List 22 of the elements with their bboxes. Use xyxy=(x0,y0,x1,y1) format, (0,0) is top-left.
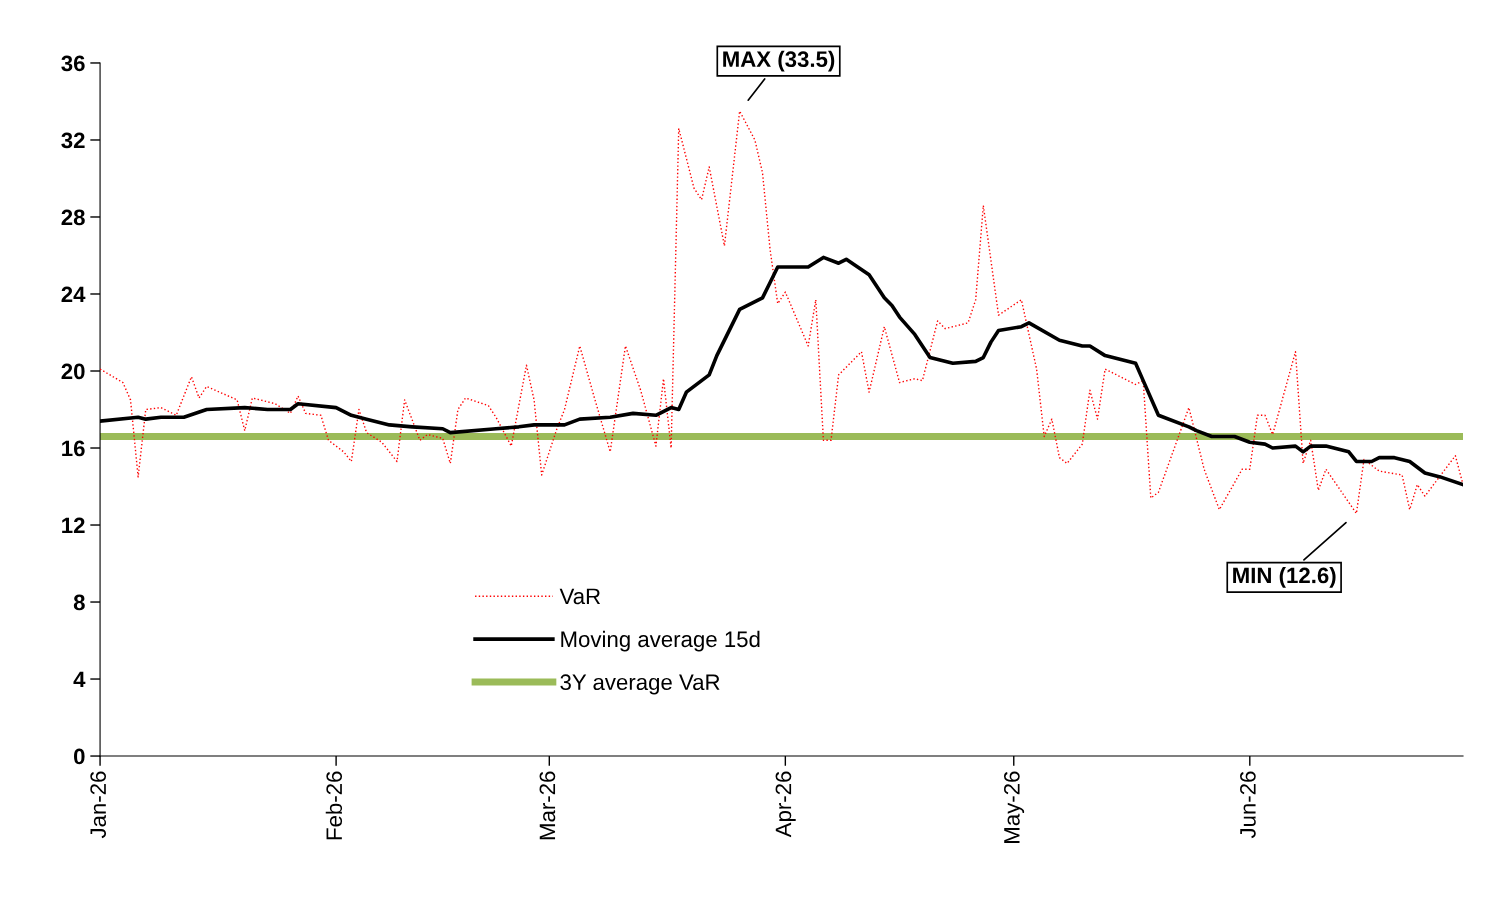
annotation: MIN (12.6) xyxy=(1233,567,1336,588)
annotation: MAX (33.5) xyxy=(723,50,835,72)
x-tick-label: May-26 xyxy=(1003,771,1025,843)
line-series xyxy=(100,110,1463,515)
x-tick-label: Jun-26 xyxy=(1240,771,1256,839)
legend-label: VaR xyxy=(559,588,601,605)
legend-label: 3Y average VaR xyxy=(560,674,720,695)
x-tick-label: Apr-26 xyxy=(775,771,796,838)
y-tick-label: 8 xyxy=(73,594,85,611)
x-tick-label: Mar-26 xyxy=(539,771,556,840)
y-tick-label: 12 xyxy=(62,517,85,534)
x-tick-label: Feb-26 xyxy=(325,771,343,840)
y-tick-label: 32 xyxy=(61,132,85,149)
x-tick-label: Jan-26 xyxy=(90,771,107,839)
y-tick-label: 36 xyxy=(61,55,85,72)
y-tick-label: 24 xyxy=(61,286,86,303)
y-tick-label: 4 xyxy=(73,671,86,688)
y-tick-label: 28 xyxy=(61,209,85,226)
y-tick-label: 16 xyxy=(62,440,85,457)
legend-label: Moving average 15d xyxy=(561,630,760,652)
y-tick-label: 0 xyxy=(74,748,85,765)
y-tick-label: 20 xyxy=(61,363,85,380)
